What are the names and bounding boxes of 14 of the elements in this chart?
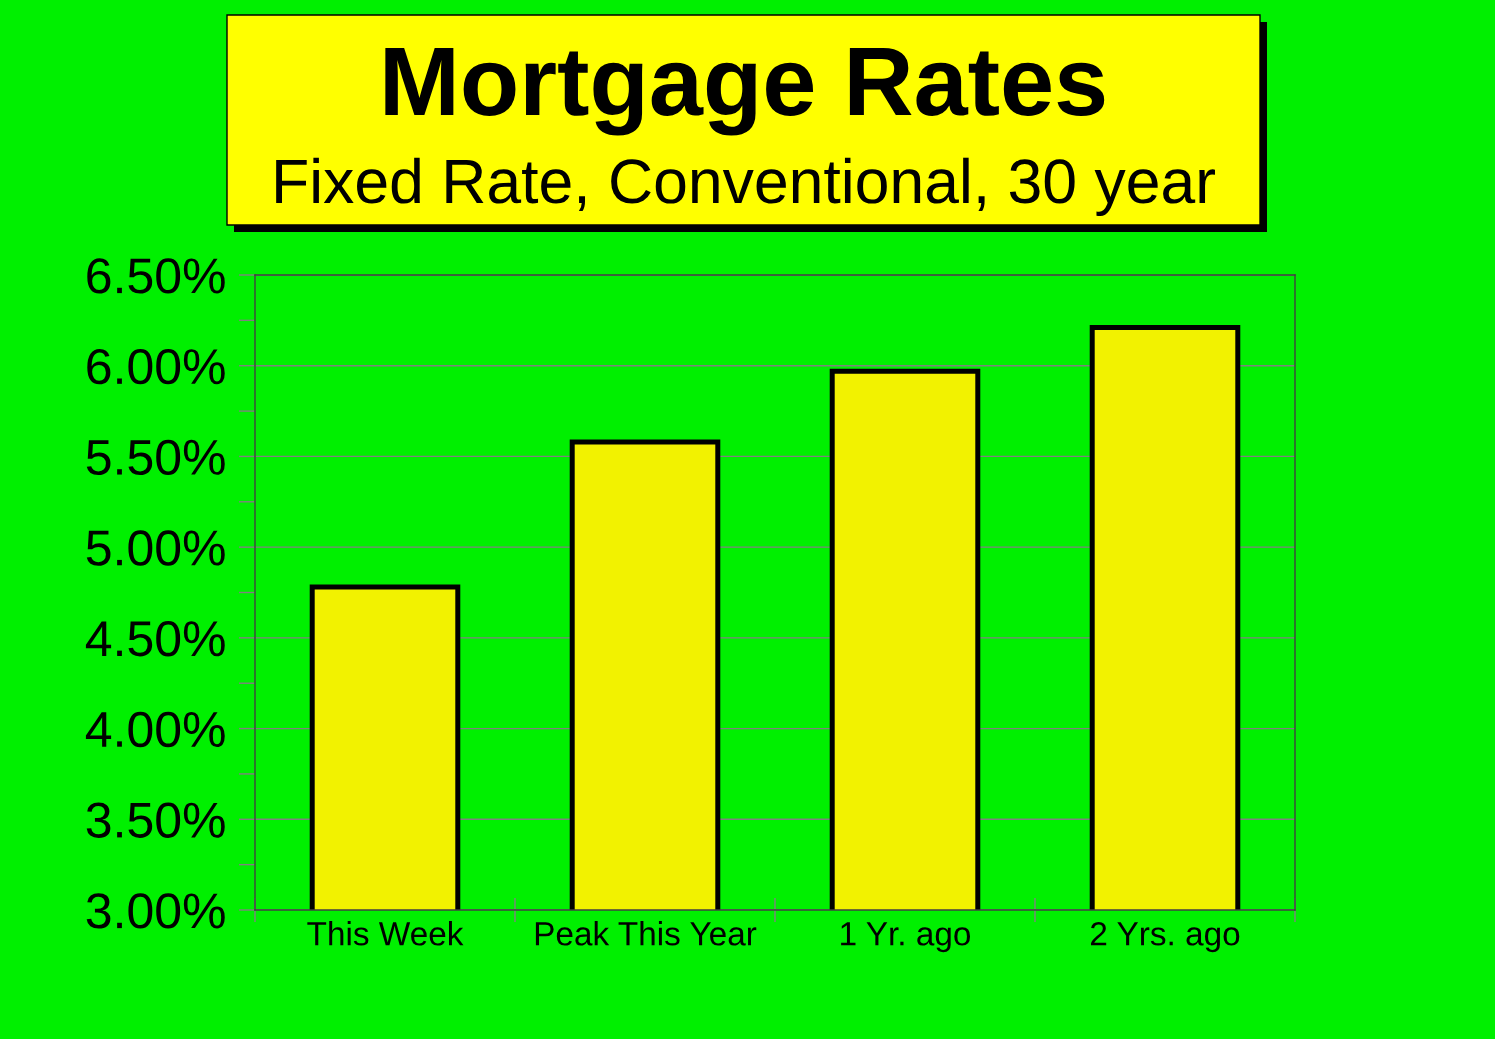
y-tick-label: 4.50% [85, 621, 225, 657]
x-tick-label: Peak This Year [535, 921, 757, 946]
y-tick-label: 5.50% [86, 439, 225, 476]
chart-title: Mortgage Rates [385, 48, 1105, 136]
y-tick-label: 3.50% [86, 802, 225, 838]
y-tick-label: 6.50% [87, 258, 225, 294]
y-tick-label: 4.00% [85, 711, 225, 748]
x-tick-label: 2 Yrs. ago [1091, 921, 1240, 953]
y-tick-label: 6.00% [87, 348, 225, 385]
chart-subtitle: Fixed Rate, Conventional, 30 year [276, 157, 1215, 216]
y-tick-label: 5.00% [86, 530, 225, 566]
y-tick-label: 3.00% [86, 893, 225, 929]
x-tick-label: 1 Yr. ago [841, 922, 971, 953]
x-tick-label: This Week [307, 921, 464, 946]
